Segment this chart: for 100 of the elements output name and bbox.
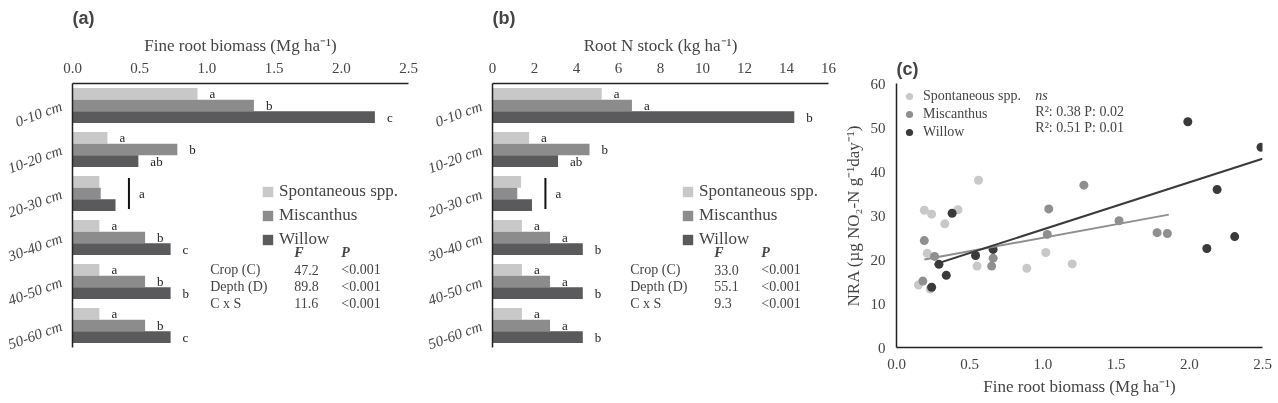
annotation: <0.001 xyxy=(341,262,381,278)
data-label: b xyxy=(594,241,602,257)
annotation: Crop (C) xyxy=(210,262,261,279)
bar xyxy=(492,99,632,112)
legend-label: Spontaneous spp. xyxy=(923,87,1021,105)
annotation: F xyxy=(713,245,725,261)
chart-title: (c) xyxy=(896,58,919,79)
data-label: a xyxy=(613,86,620,102)
data-label: a xyxy=(562,230,569,245)
x-axis-title: Fine root biomass (Mg ha⁻¹) xyxy=(144,35,337,55)
point xyxy=(1044,204,1054,214)
annotation: F xyxy=(293,245,305,261)
data-label: a xyxy=(533,218,540,234)
bar xyxy=(72,187,101,200)
bar xyxy=(492,243,583,256)
annotation: 9.3 xyxy=(714,296,732,312)
data-label: b xyxy=(265,98,273,113)
y-tick-label: 40 xyxy=(870,163,886,180)
data-label: a xyxy=(533,306,540,322)
annotation: 55.1 xyxy=(714,279,739,295)
data-label: b xyxy=(157,274,164,289)
y-axis-title: NRA (µg NO₂-N g⁻¹day⁻¹) xyxy=(843,125,863,307)
data-label: a xyxy=(111,262,118,278)
point xyxy=(1183,117,1193,127)
legend-label: Willow xyxy=(923,123,965,141)
x-tick-label: 4 xyxy=(572,59,581,76)
y-tick-label: 20-30 cm xyxy=(5,185,65,221)
data-label: b xyxy=(182,285,190,301)
y-tick-label: 50 xyxy=(870,119,886,136)
point xyxy=(1079,180,1089,190)
bar xyxy=(72,111,375,124)
point xyxy=(941,270,951,280)
data-label: a xyxy=(643,98,650,113)
y-tick-label: 40-50 cm xyxy=(425,273,485,309)
annotation: Depth (D) xyxy=(210,278,268,295)
data-label: b xyxy=(157,318,164,333)
y-tick-label: 10-20 cm xyxy=(5,141,65,177)
bar xyxy=(492,287,583,300)
x-tick-label: 0.0 xyxy=(63,59,82,76)
annotation: P xyxy=(341,245,351,261)
annotation: <0.001 xyxy=(761,295,801,311)
point xyxy=(972,261,982,271)
bar xyxy=(492,143,590,156)
x-tick-label: 1.5 xyxy=(264,59,284,76)
x-tick-label: 6 xyxy=(614,59,623,76)
x-tick-label: 2.5 xyxy=(1253,355,1272,372)
y-tick-label: 50-60 cm xyxy=(5,317,65,353)
point xyxy=(1041,247,1051,257)
legend-label: Miscanthus xyxy=(699,205,778,225)
x-tick-label: 2.5 xyxy=(399,59,418,76)
bar xyxy=(492,87,602,100)
x-tick-label: 16 xyxy=(821,59,837,76)
point xyxy=(1202,244,1212,253)
data-label: b xyxy=(189,142,196,157)
data-label: ab xyxy=(570,153,583,169)
annotation: <0.001 xyxy=(341,295,381,311)
data-label: a xyxy=(119,130,126,146)
data-label: b xyxy=(806,109,813,125)
point xyxy=(927,209,937,219)
bar xyxy=(492,155,559,168)
point xyxy=(988,253,998,263)
bar xyxy=(492,131,530,144)
x-tick-label: 12 xyxy=(737,59,752,76)
bar xyxy=(72,287,171,300)
point xyxy=(1152,228,1162,238)
x-tick-label: 0.0 xyxy=(887,355,906,372)
data-label: a xyxy=(562,274,569,289)
y-tick-label: 10-20 cm xyxy=(425,141,485,177)
data-label: a xyxy=(533,262,540,278)
bar xyxy=(72,219,100,232)
annotation: ns xyxy=(1035,87,1049,103)
bar xyxy=(492,263,522,276)
legend-label: Miscanthus xyxy=(923,105,988,123)
y-tick-label: 0 xyxy=(878,339,886,356)
bar xyxy=(72,331,171,344)
y-tick-label: 50-60 cm xyxy=(425,317,485,353)
bar xyxy=(72,175,100,188)
data-label: c xyxy=(386,109,393,125)
bar xyxy=(492,187,518,200)
annotation: 89.8 xyxy=(294,279,319,295)
bar xyxy=(492,175,522,188)
x-tick-label: 0 xyxy=(488,59,497,76)
point xyxy=(973,175,983,185)
data-label: a xyxy=(111,306,118,322)
bar xyxy=(492,199,532,212)
legend-label: Willow xyxy=(279,229,330,248)
point xyxy=(1212,185,1222,195)
y-tick-label: 10 xyxy=(870,295,886,312)
data-label: b xyxy=(594,285,602,301)
y-tick-label: 40-50 cm xyxy=(5,273,65,309)
annotation: P xyxy=(761,245,771,261)
annotation: <0.001 xyxy=(341,278,381,294)
data-label: a xyxy=(209,86,216,102)
point xyxy=(1067,259,1077,269)
bar xyxy=(72,155,139,168)
point xyxy=(971,251,981,261)
bar xyxy=(72,275,146,288)
x-tick-label: 2.0 xyxy=(1179,355,1199,372)
annotation: a xyxy=(138,186,145,201)
annotation: 11.6 xyxy=(294,296,319,312)
